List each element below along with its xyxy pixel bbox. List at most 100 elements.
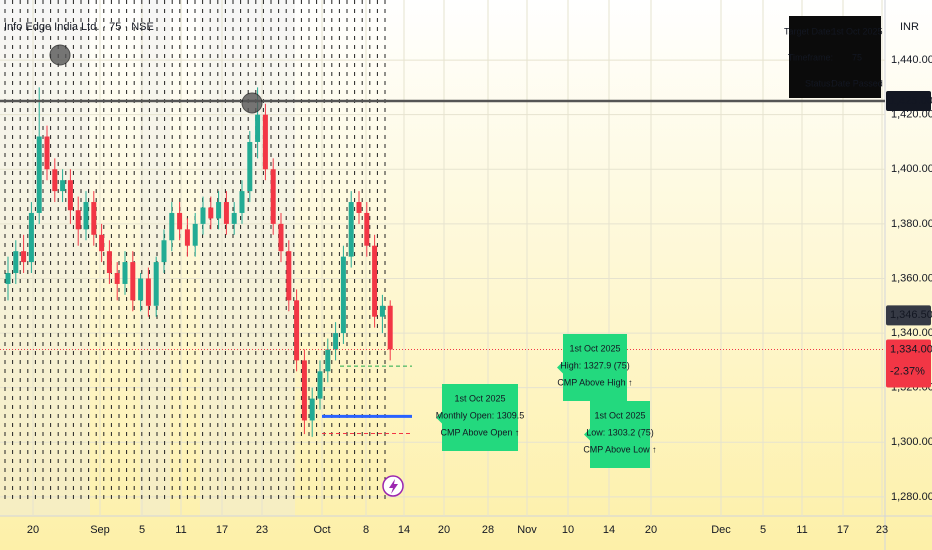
candle-body xyxy=(223,202,229,224)
price-change: -2.37% xyxy=(890,365,925,377)
x-tick-label: 14 xyxy=(398,524,410,536)
x-tick-label: 23 xyxy=(256,524,268,536)
candle-body xyxy=(36,136,42,213)
info-label: Status: xyxy=(805,78,833,88)
annotation-box xyxy=(557,334,627,401)
annotation-text: CMP Above High ↑ xyxy=(557,377,632,387)
annotation-text: 1st Oct 2025 xyxy=(454,393,505,403)
annotation: 1st Oct 2025 High: 1327.9 (75) CMP Above H… xyxy=(557,334,633,401)
annotation-text: High: 1327.9 (75) xyxy=(560,360,630,370)
annotation-text: Low: 1303.2 (75) xyxy=(586,427,654,437)
x-tick-label: Dec xyxy=(711,524,731,536)
y-tick-label: 1,440.00 xyxy=(891,54,932,66)
candle-body xyxy=(145,278,151,306)
candle-body xyxy=(91,202,97,235)
x-tick-label: 5 xyxy=(760,524,766,536)
candle-body xyxy=(106,251,112,274)
info-table-bg xyxy=(789,16,881,98)
candle-body xyxy=(60,180,66,192)
price-label: 1,334.00 xyxy=(890,343,932,355)
marker xyxy=(241,92,263,114)
x-tick-label: Nov xyxy=(517,524,537,536)
x-tick-label: 14 xyxy=(603,524,615,536)
candle-body xyxy=(75,210,81,230)
y-tick-label: 1,420.00 xyxy=(891,109,932,121)
candle-body xyxy=(239,191,245,213)
candle-body xyxy=(333,333,339,350)
candle-body xyxy=(364,212,370,246)
candle-body xyxy=(5,273,11,284)
candle-body xyxy=(177,212,183,230)
annotation-text: CMP Above Open ↑ xyxy=(441,427,520,437)
price-label: 1,425.00 xyxy=(890,95,932,107)
candle-body xyxy=(286,251,292,301)
candle-body xyxy=(270,169,276,224)
candle-body xyxy=(130,262,136,301)
y-tick-label: 1,380.00 xyxy=(891,218,932,230)
x-tick-label: 20 xyxy=(645,524,657,536)
price-label: 1,346.50 xyxy=(890,309,932,321)
annotation: 1st Oct 2025 Monthly Open: 1309.5 CMP Abov… xyxy=(436,384,524,451)
candle-body xyxy=(83,202,89,230)
y-tick-label: 1,360.00 xyxy=(891,272,932,284)
candle-body xyxy=(52,169,58,192)
alert-icon-bolt xyxy=(389,479,398,494)
candle-body xyxy=(44,136,50,170)
price-label-box xyxy=(886,91,931,112)
candle-body xyxy=(138,278,144,301)
y-tick-label: 1,400.00 xyxy=(891,163,932,175)
y-tick-label: 1,300.00 xyxy=(891,436,932,448)
info-value: 75 xyxy=(852,52,862,62)
x-tick-label: 8 xyxy=(363,524,369,536)
candle-body xyxy=(387,305,393,350)
x-tick-label: 11 xyxy=(796,524,807,536)
candle-body xyxy=(294,300,300,361)
candle-body xyxy=(114,273,120,284)
candle-body xyxy=(325,349,331,372)
candle-body xyxy=(340,256,346,334)
candle-body xyxy=(99,234,105,252)
candle-body xyxy=(317,371,323,399)
candle-body xyxy=(372,245,378,317)
candle-body xyxy=(309,398,315,421)
currency: INR xyxy=(900,21,919,33)
candle-body xyxy=(21,251,27,263)
chart-title: Info Edge India Ltd. · 75 · NSE xyxy=(4,21,154,33)
y-tick-label: 1,340.00 xyxy=(891,327,932,339)
x-tick-label: 10 xyxy=(562,524,574,536)
x-tick-label: 5 xyxy=(139,524,145,536)
candle-body xyxy=(301,360,307,421)
x-tick-label: Oct xyxy=(313,524,330,536)
candle-body xyxy=(208,207,214,219)
candle-body xyxy=(200,207,206,224)
annotation-text: 1st Oct 2025 xyxy=(569,343,620,353)
price-label-box xyxy=(886,339,931,388)
candle-body xyxy=(161,240,167,263)
info-label: Timeframe: xyxy=(788,52,833,62)
x-tick-label: 20 xyxy=(27,524,39,536)
candle-body xyxy=(192,223,198,246)
annotation: 1st Oct 2025 Low: 1303.2 (75) CMP Above Lo… xyxy=(583,401,657,468)
annotation-text: CMP Above Low ↑ xyxy=(583,444,656,454)
candle-body xyxy=(216,202,222,219)
candle-body xyxy=(247,141,253,192)
candle-body xyxy=(169,212,175,241)
annotation-text: 1st Oct 2025 xyxy=(594,410,645,420)
candle-body xyxy=(348,202,354,257)
annotation-box xyxy=(584,401,650,468)
price-label-box xyxy=(886,305,931,326)
x-tick-label: 28 xyxy=(482,524,494,536)
candle-body xyxy=(255,114,261,142)
x-tick-label: 17 xyxy=(837,524,849,536)
candle-body xyxy=(28,212,34,263)
y-tick-label: 1,280.00 xyxy=(891,491,932,503)
candle-body xyxy=(278,223,284,252)
candle-body xyxy=(379,305,385,317)
marker xyxy=(49,44,71,66)
candle-body xyxy=(184,229,190,246)
x-tick-label: 17 xyxy=(216,524,228,536)
candle-body xyxy=(262,114,268,170)
candle-body xyxy=(122,262,128,284)
info-label: Target Date: xyxy=(784,26,833,36)
